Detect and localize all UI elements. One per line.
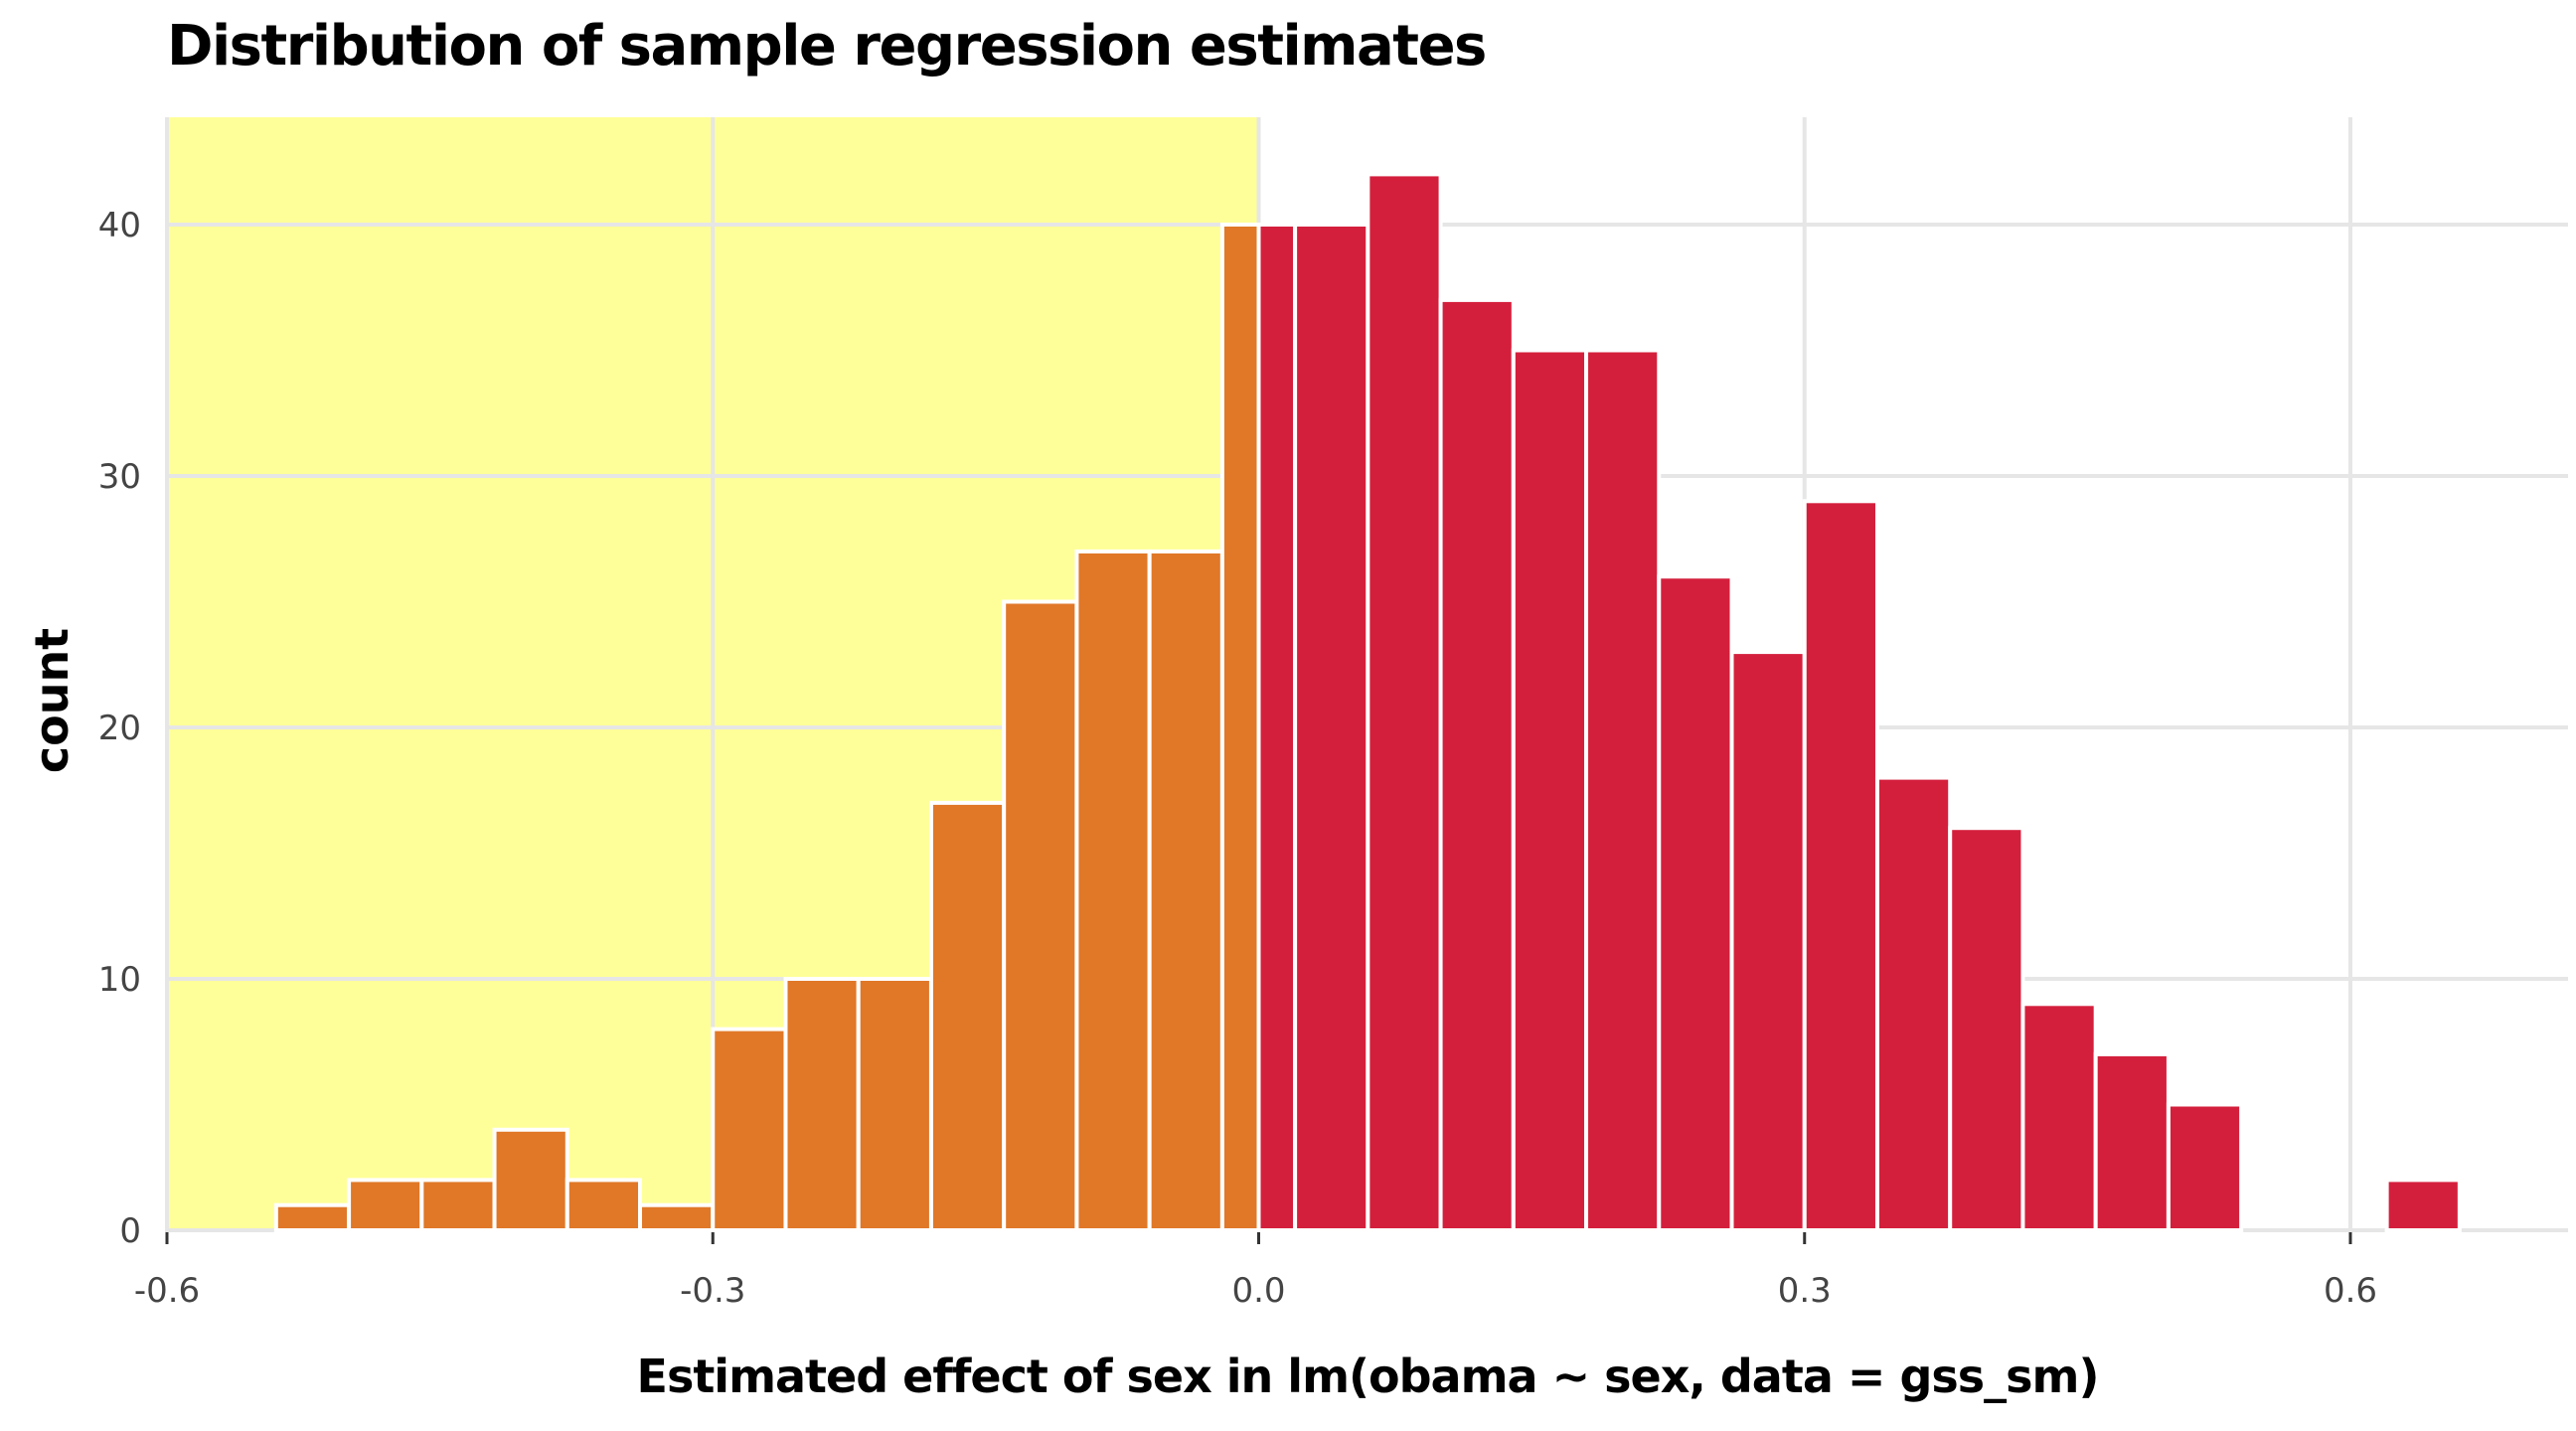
y-tick-label: 40 bbox=[98, 206, 141, 245]
x-tick-label: 0.0 bbox=[1231, 1271, 1285, 1311]
histogram-bar bbox=[273, 1202, 352, 1232]
histogram-bar bbox=[1729, 650, 1807, 1232]
x-tick-label: -0.6 bbox=[134, 1271, 200, 1311]
y-tick-label: 20 bbox=[98, 709, 141, 748]
x-axis-ticks: -0.6 -0.3 0.0 0.3 0.6 bbox=[134, 1232, 2377, 1311]
histogram-bar bbox=[492, 1127, 569, 1233]
histogram-bar bbox=[2166, 1102, 2244, 1232]
histogram-bar bbox=[1511, 348, 1589, 1232]
histogram-bar bbox=[1002, 599, 1079, 1232]
histogram-bar bbox=[928, 800, 1007, 1233]
histogram-bar bbox=[564, 1178, 643, 1233]
y-tick-label: 0 bbox=[119, 1211, 141, 1251]
x-axis-title: Estimated effect of sex in lm(obama ~ se… bbox=[636, 1350, 2100, 1403]
x-tick-label: 0.3 bbox=[1778, 1271, 1832, 1311]
histogram-bar bbox=[1366, 172, 1443, 1232]
y-tick-label: 30 bbox=[98, 457, 141, 497]
histogram-bar bbox=[638, 1202, 716, 1232]
x-tick-label: 0.6 bbox=[2324, 1271, 2377, 1311]
histogram-bar bbox=[1657, 574, 1734, 1232]
histogram-bar bbox=[2020, 1002, 2098, 1232]
histogram-bar bbox=[1874, 775, 1953, 1232]
histogram-bar bbox=[711, 1027, 788, 1232]
histogram-bars bbox=[273, 172, 2462, 1233]
histogram-bar bbox=[1074, 549, 1152, 1232]
histogram-bar bbox=[2093, 1051, 2171, 1233]
histogram-bar bbox=[347, 1178, 424, 1233]
y-axis-title: count bbox=[25, 627, 79, 774]
y-axis-ticks: 0 10 20 30 40 bbox=[98, 206, 141, 1251]
histogram-bar bbox=[783, 977, 861, 1232]
histogram-bar bbox=[856, 977, 933, 1232]
histogram-bar bbox=[1802, 499, 1879, 1232]
histogram-bar bbox=[1438, 297, 1516, 1232]
chart-title: Distribution of sample regression estima… bbox=[167, 14, 1487, 79]
histogram-bar bbox=[1584, 348, 1662, 1232]
histogram-bar bbox=[1147, 549, 1224, 1232]
y-tick-label: 10 bbox=[98, 960, 141, 1000]
histogram-bar bbox=[419, 1178, 497, 1233]
histogram-bar bbox=[2384, 1178, 2462, 1233]
histogram-bar bbox=[1256, 223, 1298, 1232]
histogram-bar bbox=[1293, 223, 1370, 1232]
histogram-bar bbox=[1948, 826, 2025, 1232]
histogram-bar bbox=[1219, 223, 1261, 1232]
x-tick-label: -0.3 bbox=[680, 1271, 745, 1311]
